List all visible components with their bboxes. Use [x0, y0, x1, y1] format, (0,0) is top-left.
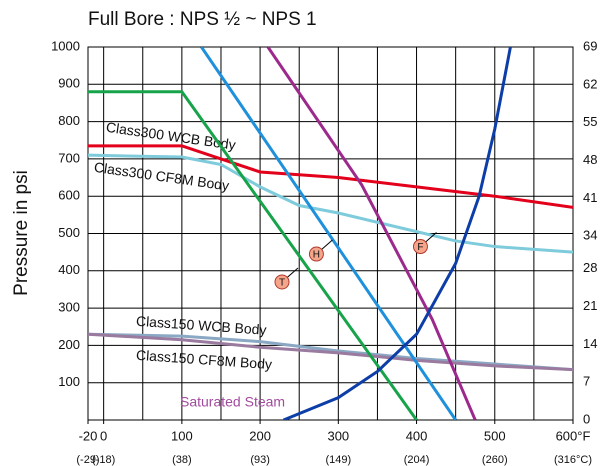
y-tick-label: 1000	[51, 38, 80, 53]
x2-tick-label: (-29)	[76, 454, 99, 466]
x2-tick-label: (149)	[325, 454, 351, 466]
chart-title: Full Bore : NPS ½ ~ NPS 1	[88, 9, 317, 30]
y2-tick-label: 21	[583, 298, 597, 313]
x-tick-label: 600°F	[556, 428, 591, 443]
marker-label: F	[417, 242, 423, 253]
x2-tick-label: (204)	[404, 454, 430, 466]
y2-tick-label: 14	[583, 336, 597, 351]
x-tick-label: 200	[249, 428, 271, 443]
marker	[274, 274, 290, 290]
series-label: Class300 WCB Body	[105, 119, 237, 153]
marker	[412, 239, 428, 255]
y2-tick-label: 28	[583, 260, 597, 275]
x-tick-label: -20	[79, 428, 98, 443]
y-tick-label: 700	[58, 150, 80, 165]
series-label: Class150 WCB Body	[136, 313, 268, 338]
x-tick-label: 500	[484, 428, 506, 443]
series-line	[88, 153, 573, 254]
y2-tick-label: 34	[583, 228, 597, 243]
series-line	[88, 144, 573, 209]
series-line	[88, 332, 573, 372]
x2-tick-label: (260)	[482, 454, 508, 466]
series-label: Class150 CF8M Body	[136, 347, 273, 372]
y2-tick-label: 7	[583, 374, 590, 389]
y-tick-label: 800	[58, 113, 80, 128]
x2-tick-label: (93)	[250, 454, 270, 466]
series-line	[88, 90, 418, 420]
series-label: Class300 CF8M Body	[93, 159, 230, 194]
marker	[308, 246, 324, 262]
marker-label: T	[279, 278, 285, 289]
x2-tick-label: (-18)	[92, 454, 115, 466]
y-tick-label: 900	[58, 76, 80, 91]
y-tick-label: 400	[58, 262, 80, 277]
marker-label: H	[313, 250, 320, 261]
series-line	[88, 332, 573, 372]
series-line	[282, 47, 512, 420]
x-tick-label: 300	[327, 428, 349, 443]
x2-tick-label: (316°C)	[554, 454, 592, 466]
x-tick-label: 0	[100, 428, 107, 443]
y2-tick-label: 48	[583, 152, 597, 167]
y2-tick-label: 55	[583, 114, 597, 129]
x-tick-label: 100	[171, 428, 193, 443]
y-tick-label: 100	[58, 374, 80, 389]
y2-tick-label: 62	[583, 76, 597, 91]
y-tick-label: 600	[58, 188, 80, 203]
y-tick-label: 300	[58, 300, 80, 315]
x-tick-label: 400	[406, 428, 428, 443]
series-label: Saturated Steam	[180, 394, 285, 410]
y-tick-label: 500	[58, 225, 80, 240]
x2-tick-label: (38)	[172, 454, 192, 466]
y-tick-label: 200	[58, 337, 80, 352]
y2-tick-label: 69	[583, 38, 597, 53]
series-line	[200, 47, 457, 420]
series-line	[266, 47, 477, 420]
y2-tick-label: 0	[583, 411, 590, 426]
y2-tick-label: 41	[583, 190, 597, 205]
y-axis-label: Pressure in psi	[11, 170, 32, 296]
